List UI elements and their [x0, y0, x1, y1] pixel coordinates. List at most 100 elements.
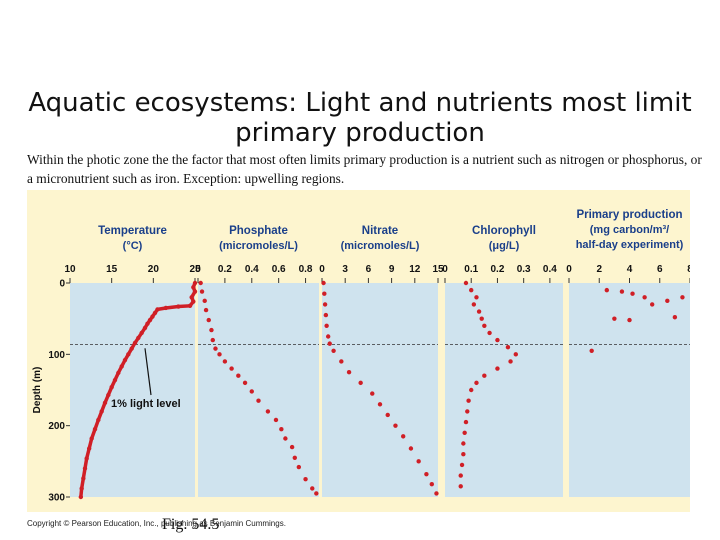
- x-tick-label-temperature: 15: [106, 264, 118, 275]
- data-point-phosphate: [279, 427, 284, 432]
- x-tick-label-primary_production: 0: [566, 264, 572, 275]
- panel-header-nitrate: Nitrate: [362, 225, 398, 237]
- x-tick-label-phosphate: 0.4: [245, 264, 259, 275]
- panel-chlorophyll: [445, 283, 563, 497]
- x-tick-label-primary_production: 4: [627, 264, 633, 275]
- data-point-phosphate: [296, 464, 302, 470]
- x-tick-label-nitrate: 6: [366, 264, 372, 275]
- data-point-chlorophyll: [458, 484, 463, 489]
- data-point-chlorophyll: [461, 441, 466, 446]
- data-point-phosphate: [314, 491, 319, 496]
- data-point-chlorophyll: [458, 473, 463, 478]
- data-point-chlorophyll: [482, 373, 487, 378]
- data-point-primary_production: [665, 298, 670, 304]
- y-tick-label: 0: [59, 279, 65, 290]
- x-tick-label-chlorophyll: 0.1: [464, 264, 478, 275]
- light-level-pointer: [144, 348, 152, 396]
- data-point-nitrate: [434, 491, 439, 496]
- x-tick-label-chlorophyll: 0.4: [543, 264, 557, 275]
- panel-header-temperature: Temperature: [98, 225, 167, 237]
- data-point-chlorophyll: [513, 352, 518, 357]
- data-point-chlorophyll: [505, 345, 511, 350]
- data-point-chlorophyll: [462, 430, 467, 435]
- data-point-phosphate: [202, 298, 207, 304]
- panel-temperature: [70, 283, 195, 497]
- data-point-phosphate: [265, 409, 271, 414]
- x-tick-label-primary_production: 2: [596, 264, 602, 275]
- x-tick-label-phosphate: 0.8: [299, 264, 313, 275]
- data-point-nitrate: [385, 412, 390, 418]
- y-axis-label: Depth (m): [32, 367, 43, 414]
- temperature-profile-line: [79, 282, 197, 498]
- data-point-nitrate: [322, 291, 327, 296]
- data-point-chlorophyll: [495, 366, 500, 371]
- data-point-primary_production: [672, 315, 678, 320]
- panel-phosphate: [198, 283, 319, 497]
- data-point-phosphate: [229, 366, 234, 371]
- data-point-primary_production: [649, 302, 655, 307]
- data-point-nitrate: [339, 359, 344, 364]
- data-point-chlorophyll: [463, 280, 469, 286]
- data-point-phosphate: [206, 317, 211, 323]
- x-tick-label-nitrate: 15: [432, 264, 444, 275]
- x-tick-label-temperature: 25: [189, 264, 201, 275]
- data-point-chlorophyll: [463, 419, 469, 425]
- x-tick-label-primary_production: 8: [687, 264, 690, 275]
- data-point-nitrate: [323, 312, 329, 318]
- data-point-chlorophyll: [487, 330, 492, 336]
- data-point-primary_production: [630, 291, 635, 296]
- data-point-primary_production: [627, 317, 632, 323]
- data-point-chlorophyll: [461, 452, 466, 457]
- x-tick-label-temperature: 20: [148, 264, 160, 275]
- data-point-nitrate: [324, 323, 329, 328]
- data-point-phosphate: [292, 455, 297, 460]
- panel-header-phosphate: (micromoles/L): [219, 240, 298, 252]
- panel-header-chlorophyll: Chlorophyll: [472, 225, 536, 237]
- data-point-phosphate: [213, 346, 218, 351]
- data-point-chlorophyll: [469, 287, 474, 293]
- x-tick-label-nitrate: 9: [389, 264, 395, 275]
- data-point-nitrate: [416, 459, 421, 464]
- data-point-chlorophyll: [471, 302, 477, 307]
- panel-nitrate: [322, 283, 438, 497]
- data-point-primary_production: [612, 316, 617, 321]
- data-point-nitrate: [331, 348, 336, 353]
- y-tick-label: 100: [48, 350, 65, 361]
- y-tick-label: 200: [48, 421, 65, 432]
- data-point-phosphate: [210, 337, 215, 343]
- x-tick-label-temperature: 10: [64, 264, 76, 275]
- data-point-phosphate: [256, 398, 261, 403]
- data-point-nitrate: [325, 334, 331, 339]
- copyright-notice: Copyright © Pearson Education, Inc., pub…: [27, 519, 286, 528]
- data-point-chlorophyll: [466, 398, 471, 403]
- data-point-primary_production: [589, 348, 594, 353]
- slide-title: Aquatic ecosystems: Light and nutrients …: [28, 88, 692, 148]
- x-tick-label-primary_production: 6: [657, 264, 663, 275]
- panel-header-chlorophyll: (μg/L): [489, 240, 520, 252]
- x-tick-label-chlorophyll: 0: [442, 264, 448, 275]
- data-point-primary_production: [680, 295, 685, 300]
- data-point-nitrate: [322, 302, 328, 307]
- x-tick-label-nitrate: 0: [319, 264, 325, 275]
- data-point-phosphate: [203, 307, 209, 313]
- figure-label: Fig. 54.5: [162, 516, 220, 533]
- data-point-primary_production: [619, 289, 625, 294]
- data-point-nitrate: [408, 446, 414, 451]
- data-point-chlorophyll: [459, 462, 465, 468]
- data-point-chlorophyll: [482, 323, 487, 328]
- data-point-phosphate: [217, 352, 222, 357]
- depth-profile-figure: Depth (m) 0 100 200 300 Temperature (°C) 10 15 20…: [27, 190, 690, 512]
- data-point-nitrate: [321, 280, 326, 286]
- data-point-chlorophyll: [474, 380, 479, 386]
- light-level-label: 1% light level: [111, 398, 181, 410]
- data-point-primary_production: [642, 295, 647, 300]
- panel-header-temperature: (°C): [123, 240, 143, 252]
- data-point-phosphate: [242, 380, 248, 386]
- data-point-primary_production: [604, 287, 610, 293]
- data-point-phosphate: [273, 417, 279, 423]
- x-tick-label-phosphate: 0: [195, 264, 201, 275]
- data-point-nitrate: [377, 402, 383, 407]
- y-tick-label: 300: [48, 493, 65, 504]
- data-point-nitrate: [424, 471, 429, 477]
